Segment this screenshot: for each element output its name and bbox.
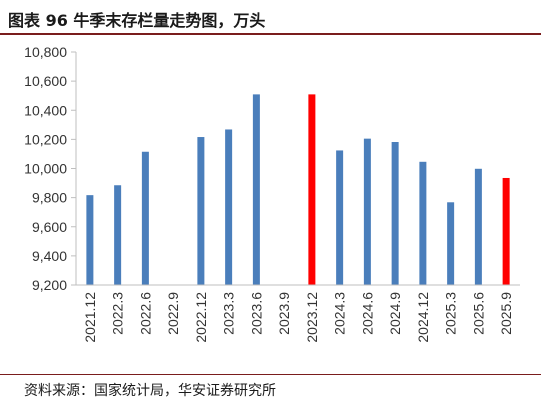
bar-2024.9 (391, 142, 399, 285)
bar-2025.6 (474, 168, 482, 285)
bar-2024.12 (419, 161, 427, 285)
y-tick-label: 10,800 (24, 44, 67, 60)
figure-header: 图表 96 牛季末存栏量走势图，万头 (0, 0, 541, 36)
bar-2025.3 (447, 202, 455, 285)
bar-2022.12 (197, 137, 205, 285)
bar-2023.3 (225, 129, 233, 285)
figure-title: 图表 96 牛季末存栏量走势图，万头 (8, 11, 266, 30)
x-tick-label: 2025.6 (470, 292, 486, 335)
x-tick-label: 2023.9 (276, 292, 292, 335)
x-tick-label: 2024.12 (415, 292, 431, 343)
bars-group (86, 94, 510, 285)
y-tick-label: 10,400 (24, 102, 67, 118)
x-tick-label: 2025.9 (498, 292, 514, 335)
y-tick-label: 9,600 (32, 219, 67, 235)
x-tick-label: 2024.6 (359, 292, 375, 335)
x-tick-label: 2023.3 (221, 292, 237, 335)
bar-2023.6 (252, 94, 260, 285)
bar-2022.6 (141, 151, 149, 285)
x-tick-label: 2024.3 (332, 292, 348, 335)
x-tick-label: 2024.9 (387, 292, 403, 335)
x-tick-label: 2022.9 (165, 292, 181, 335)
y-tick-label: 9,400 (32, 248, 67, 264)
x-axis: 2021.12 2022.3 2022.6 2022.9 2022.12 2023.3 20… (76, 284, 520, 343)
bar-chart: 9,200 9,400 9,600 9,800 10,000 10,200 10,400 10… (24, 44, 520, 343)
bar-2023.12 (308, 94, 316, 285)
footer-divider (0, 374, 541, 375)
bar-2024.3 (336, 150, 344, 285)
bar-2025.9 (502, 177, 510, 285)
y-tick-label: 10,600 (24, 73, 67, 89)
bar-2024.6 (363, 138, 371, 285)
x-tick-label: 2021.12 (82, 292, 98, 343)
x-tick-label: 2022.12 (193, 292, 209, 343)
x-tick-label: 2022.3 (110, 292, 126, 335)
y-tick-label: 10,000 (24, 161, 67, 177)
y-axis: 9,200 9,400 9,600 9,800 10,000 10,200 10,400 10… (24, 44, 77, 293)
x-tick-label: 2022.6 (137, 292, 153, 335)
y-tick-label: 10,200 (24, 131, 67, 147)
bar-2022.3 (114, 185, 122, 285)
x-tick-label: 2023.12 (304, 292, 320, 343)
header-divider (0, 33, 541, 35)
y-tick-label: 9,200 (32, 277, 67, 293)
x-tick-label: 2023.6 (248, 292, 264, 335)
y-tick-label: 9,800 (32, 190, 67, 206)
bar-2021.12 (86, 195, 94, 285)
source-note: 资料来源：国家统计局，华安证券研究所 (24, 383, 276, 399)
x-tick-label: 2025.3 (443, 292, 459, 335)
